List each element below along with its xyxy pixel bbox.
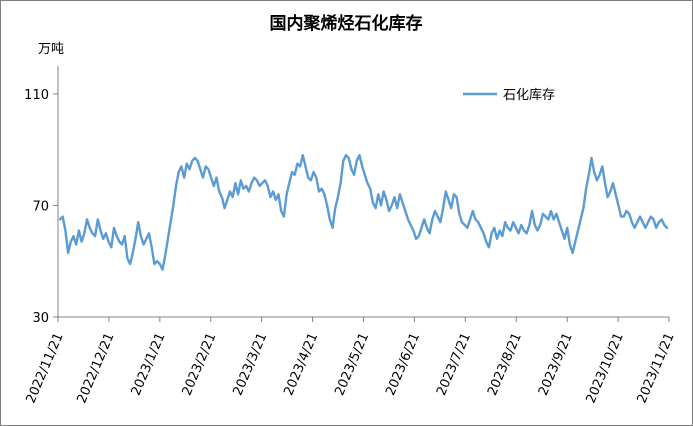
- x-tick-label: 2022/11/21: [24, 331, 67, 406]
- chart-title: 国内聚烯烃石化库存: [270, 13, 423, 34]
- y-tick-label: 70: [32, 199, 49, 214]
- y-tick-label: 110: [24, 88, 49, 103]
- x-tick-label: 2023/9/21: [536, 331, 576, 398]
- x-tick-label: 2023/10/21: [584, 331, 627, 406]
- legend: 石化库存: [463, 87, 555, 103]
- axes: 30 70 110 2022/11/21 2022/12/21 2023/1/21 2023…: [24, 66, 678, 406]
- y-tick-label: 30: [32, 311, 49, 326]
- y-axis-unit-label: 万吨: [38, 42, 64, 57]
- x-tick-label: 2023/4/21: [281, 331, 321, 398]
- legend-label: 石化库存: [503, 87, 555, 103]
- x-tick-label: 2023/2/21: [180, 331, 220, 398]
- x-tick-label: 2023/8/21: [485, 331, 525, 398]
- x-tick-label: 2023/5/21: [332, 331, 372, 398]
- x-tick-label: 2023/3/21: [230, 331, 270, 398]
- x-tick-label: 2022/12/21: [75, 331, 118, 406]
- x-tick-label: 2023/6/21: [383, 331, 423, 398]
- x-tick-label: 2023/1/21: [129, 331, 169, 398]
- x-tick-label: 2023/7/21: [434, 331, 474, 398]
- series-line-0: [58, 154, 669, 271]
- series-layer: [58, 154, 669, 271]
- x-tick-label: 2023/11/21: [635, 331, 678, 406]
